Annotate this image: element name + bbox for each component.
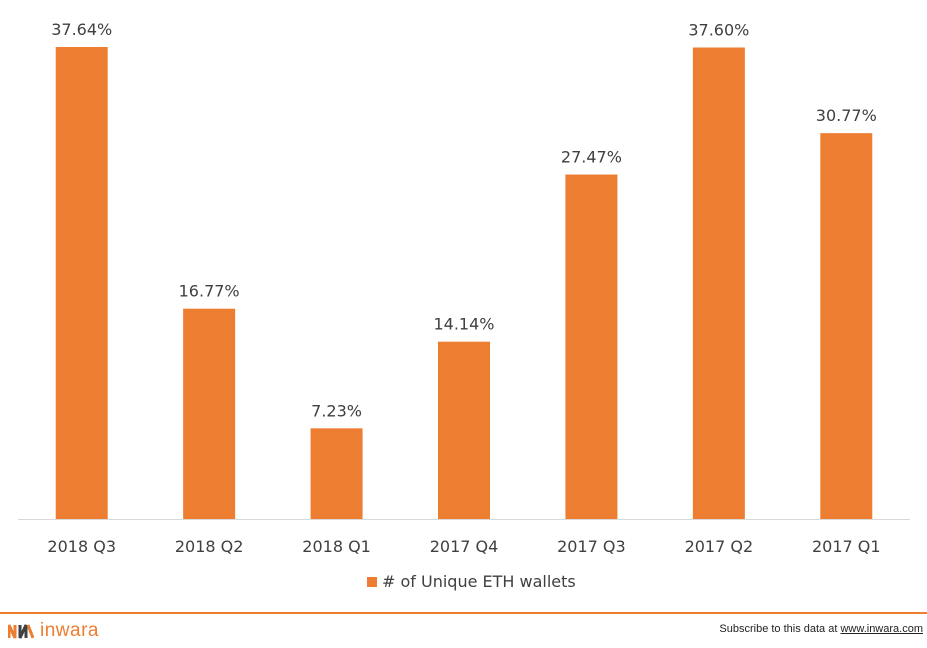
data-label: 37.60% <box>688 21 749 40</box>
bars-group <box>55 47 873 520</box>
bar-2017-q2 <box>692 47 745 520</box>
subscribe-text: Subscribe to this data at <box>719 623 841 635</box>
data-label: 27.47% <box>561 148 622 167</box>
footer-divider <box>0 612 927 614</box>
data-label: 37.64% <box>51 20 112 39</box>
bar-2017-q1 <box>820 133 873 519</box>
logo-text: inwara <box>40 620 99 641</box>
legend-label: # of Unique ETH wallets <box>382 572 576 591</box>
x-tick-label: 2017 Q1 <box>812 537 881 556</box>
bar-2017-q3 <box>565 174 618 520</box>
bar-2018-q1 <box>310 428 363 519</box>
x-tick-label: 2018 Q1 <box>302 537 371 556</box>
bar-2018-q2 <box>183 308 236 519</box>
x-tick-labels-group: 2018 Q3 2018 Q2 2018 Q1 2017 Q4 2017 Q3 2017 … <box>47 537 880 556</box>
data-label: 14.14% <box>433 315 494 334</box>
legend: # of Unique ETH wallets <box>367 572 576 591</box>
subscribe-link[interactable]: www.inwara.com <box>840 623 923 635</box>
value-labels-group: 37.64% 16.77% 7.23% 14.14% 27.47% 37.60% 30.77… <box>51 20 877 420</box>
legend-swatch <box>367 577 377 587</box>
data-label: 30.77% <box>816 106 877 125</box>
x-tick-label: 2017 Q3 <box>557 537 626 556</box>
bar-2017-q4 <box>438 341 490 519</box>
x-tick-label: 2017 Q2 <box>685 537 754 556</box>
data-label: 16.77% <box>179 282 240 301</box>
bar-2018-q3 <box>55 47 108 519</box>
x-tick-label: 2017 Q4 <box>430 537 499 556</box>
x-tick-label: 2018 Q2 <box>175 537 244 556</box>
inwara-logo-icon <box>8 624 34 639</box>
subscribe-note: Subscribe to this data at www.inwara.com <box>719 623 923 635</box>
inwara-logo: inwara <box>8 620 99 642</box>
data-label: 7.23% <box>311 401 362 420</box>
bar-chart: 37.64% 16.77% 7.23% 14.14% 27.47% 37.60% 30.77… <box>18 20 910 591</box>
x-tick-label: 2018 Q3 <box>47 537 116 556</box>
